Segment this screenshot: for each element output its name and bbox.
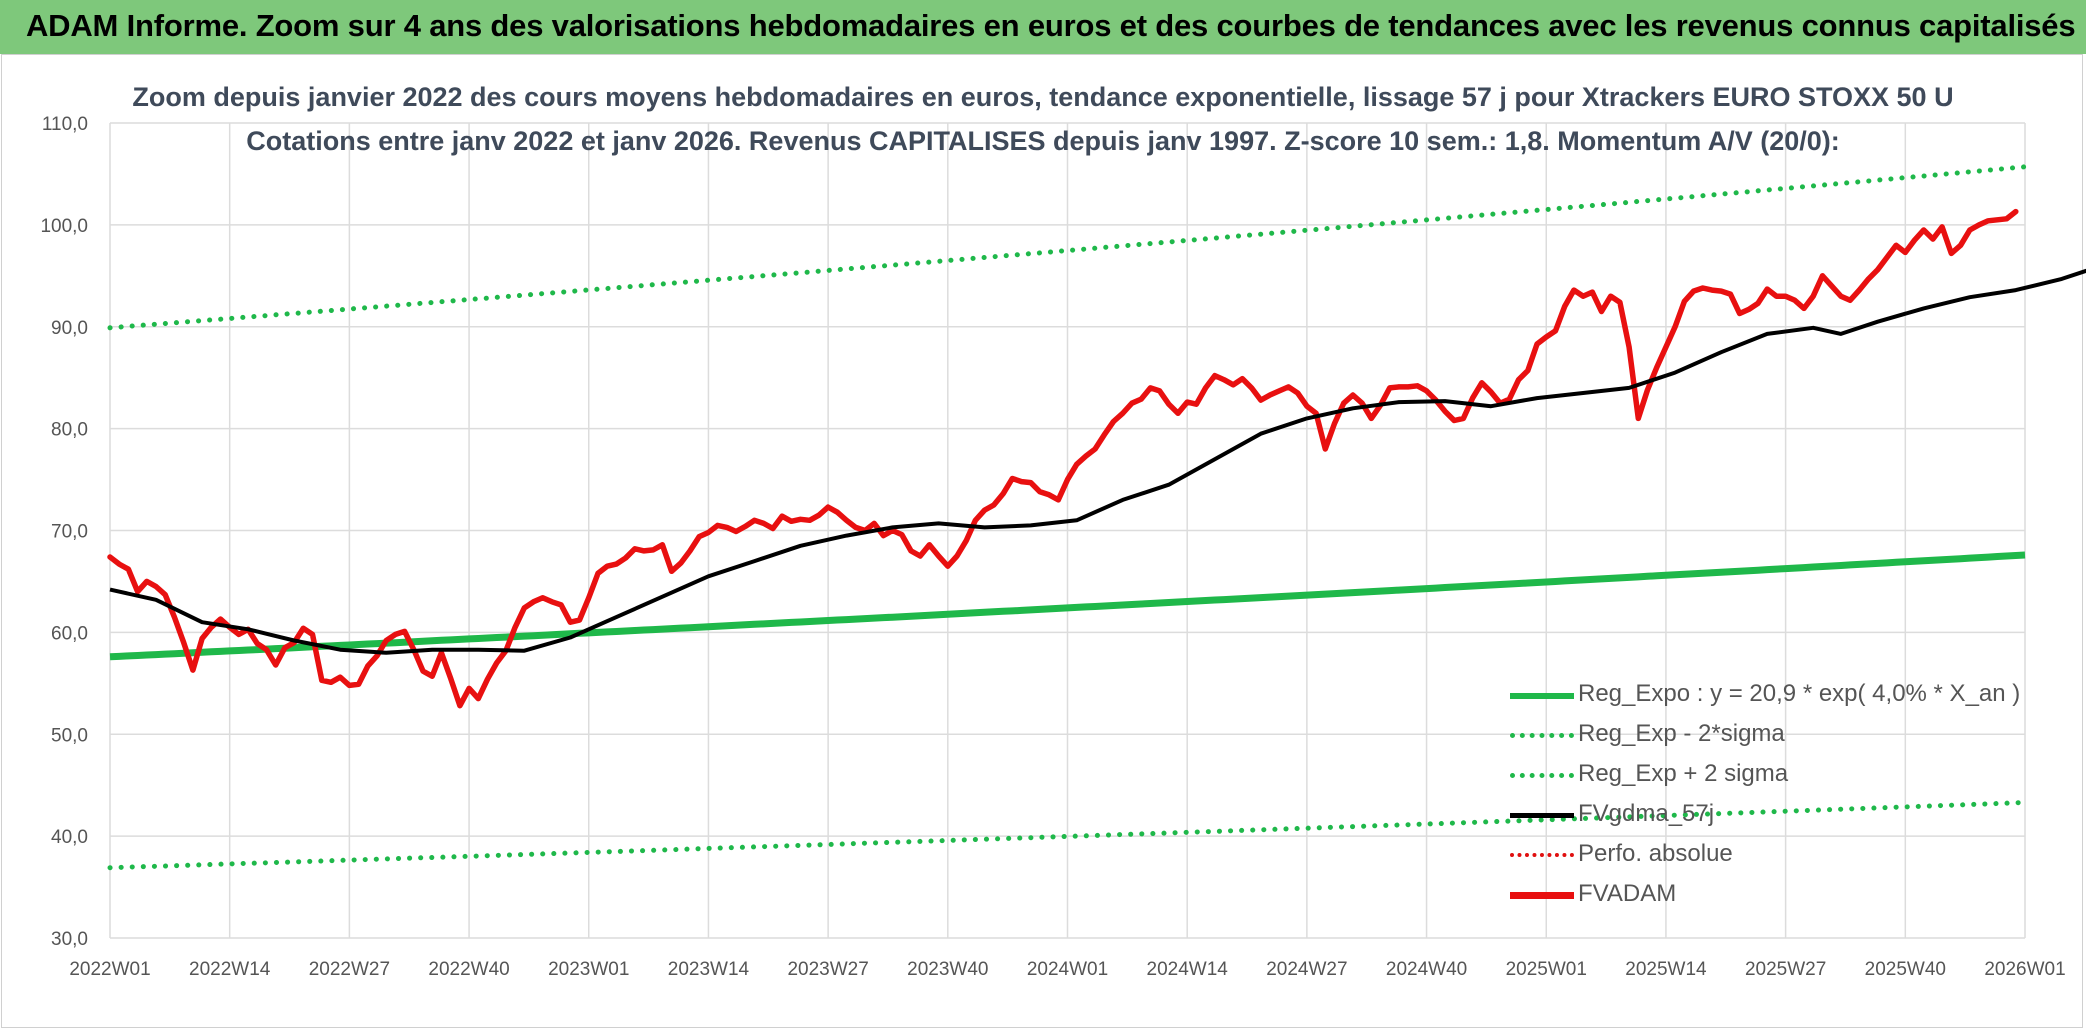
- series-fvgdma-57j: [109, 268, 2086, 655]
- gridlines: [109, 122, 2026, 939]
- chart-area: [1, 54, 2083, 1028]
- y-axis: 30,0 40,0 50,0 60,0 70,0 80,0 90,0 100,0 110,0: [40, 114, 88, 950]
- x-tick-label: 2023W01: [548, 959, 629, 980]
- legend-swatch-reg-plus: [1510, 773, 1574, 778]
- legend-swatch-fvadam: [1510, 892, 1574, 899]
- series-fvadam: [107, 208, 2019, 709]
- y-tick-label: 60,0: [51, 623, 88, 644]
- series-reg-expo: [109, 551, 2026, 661]
- legend-swatch-reg-minus: [1510, 733, 1574, 738]
- x-tick-label: 2026W01: [1984, 959, 2065, 980]
- x-tick-label: 2025W27: [1745, 959, 1826, 980]
- report-title: ADAM Informe. Zoom sur 4 ans des valoris…: [26, 8, 2076, 43]
- x-tick-label: 2022W40: [428, 959, 509, 980]
- y-tick-label: 90,0: [51, 318, 88, 339]
- chart-subtitle: Cotations entre janv 2022 et janv 2026. …: [246, 126, 1840, 156]
- series-lines: [107, 164, 2086, 871]
- legend-label-perfo: Perfo. absolue: [1578, 840, 1733, 867]
- series-reg-exp-minus-2sigma: [107, 800, 2028, 871]
- x-tick-label: 2022W01: [69, 959, 150, 980]
- y-tick-label: 30,0: [51, 929, 88, 950]
- legend-swatch-fvgdma: [1510, 813, 1574, 818]
- y-tick-label: 100,0: [40, 216, 88, 237]
- y-tick-label: 80,0: [51, 420, 88, 441]
- x-tick-label: 2023W40: [907, 959, 988, 980]
- x-tick-label: 2022W14: [189, 959, 271, 980]
- x-tick-label: 2025W14: [1625, 959, 1707, 980]
- x-tick-label: 2023W27: [787, 959, 868, 980]
- y-tick-label: 40,0: [51, 827, 88, 848]
- report-banner: ADAM Informe. Zoom sur 4 ans des valoris…: [0, 0, 2086, 54]
- x-tick-label: 2025W01: [1506, 959, 1587, 980]
- x-tick-label: 2023W14: [668, 959, 750, 980]
- x-tick-label: 2025W40: [1865, 959, 1946, 980]
- legend-label-fvadam: FVADAM: [1578, 880, 1677, 907]
- chart-title: Zoom depuis janvier 2022 des cours moyen…: [132, 82, 1954, 112]
- x-tick-label: 2024W14: [1147, 959, 1229, 980]
- x-tick-label: 2024W40: [1386, 959, 1467, 980]
- series-reg-exp-plus-2sigma: [107, 164, 2028, 331]
- legend-label-fvgdma: FVgdma_57j: [1578, 800, 1715, 827]
- x-axis: 2022W01 2022W14 2022W27 2022W40 2023W01 2023W…: [69, 959, 2065, 980]
- y-tick-label: 70,0: [51, 522, 88, 543]
- y-tick-label: 110,0: [42, 114, 88, 135]
- x-tick-label: 2024W27: [1266, 959, 1347, 980]
- x-tick-label: 2022W27: [309, 959, 390, 980]
- legend-swatch-perfo: [1510, 853, 1574, 857]
- legend-label-reg-expo: Reg_Expo : y = 20,9 * exp( 4,0% * X_an ): [1578, 680, 2021, 707]
- legend-swatch-reg-expo: [1510, 693, 1574, 699]
- legend-label-reg-plus: Reg_Exp + 2 sigma: [1578, 760, 1789, 787]
- legend-label-reg-minus: Reg_Exp - 2*sigma: [1578, 720, 1785, 747]
- y-tick-label: 50,0: [51, 725, 88, 746]
- x-tick-label: 2024W01: [1027, 959, 1108, 980]
